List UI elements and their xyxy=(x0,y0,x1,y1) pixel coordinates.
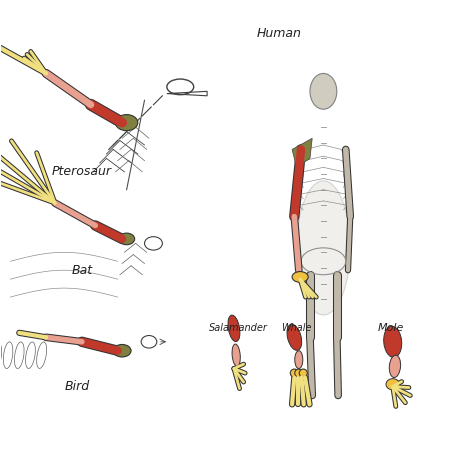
Ellipse shape xyxy=(0,342,2,368)
Ellipse shape xyxy=(297,181,350,315)
Ellipse shape xyxy=(3,342,13,368)
Ellipse shape xyxy=(118,233,135,245)
Ellipse shape xyxy=(310,74,337,109)
Text: Bird: Bird xyxy=(65,380,90,393)
Text: Mole: Mole xyxy=(377,323,404,333)
Ellipse shape xyxy=(287,324,302,350)
Ellipse shape xyxy=(113,345,131,357)
Polygon shape xyxy=(292,138,312,167)
Text: Bat: Bat xyxy=(72,264,92,277)
Ellipse shape xyxy=(295,351,303,368)
Ellipse shape xyxy=(299,369,307,377)
Text: Salamander: Salamander xyxy=(209,323,268,333)
Ellipse shape xyxy=(292,272,308,282)
Ellipse shape xyxy=(295,369,303,377)
Text: Whale: Whale xyxy=(281,323,312,333)
Ellipse shape xyxy=(116,115,138,131)
Text: Pterosaur: Pterosaur xyxy=(52,166,112,178)
Ellipse shape xyxy=(389,355,400,377)
Ellipse shape xyxy=(26,342,36,368)
Text: Human: Human xyxy=(256,27,301,40)
Ellipse shape xyxy=(228,315,240,341)
Ellipse shape xyxy=(232,344,240,366)
Ellipse shape xyxy=(290,369,298,377)
Ellipse shape xyxy=(36,342,47,368)
Ellipse shape xyxy=(14,342,24,368)
Ellipse shape xyxy=(386,379,400,390)
Ellipse shape xyxy=(384,326,402,357)
